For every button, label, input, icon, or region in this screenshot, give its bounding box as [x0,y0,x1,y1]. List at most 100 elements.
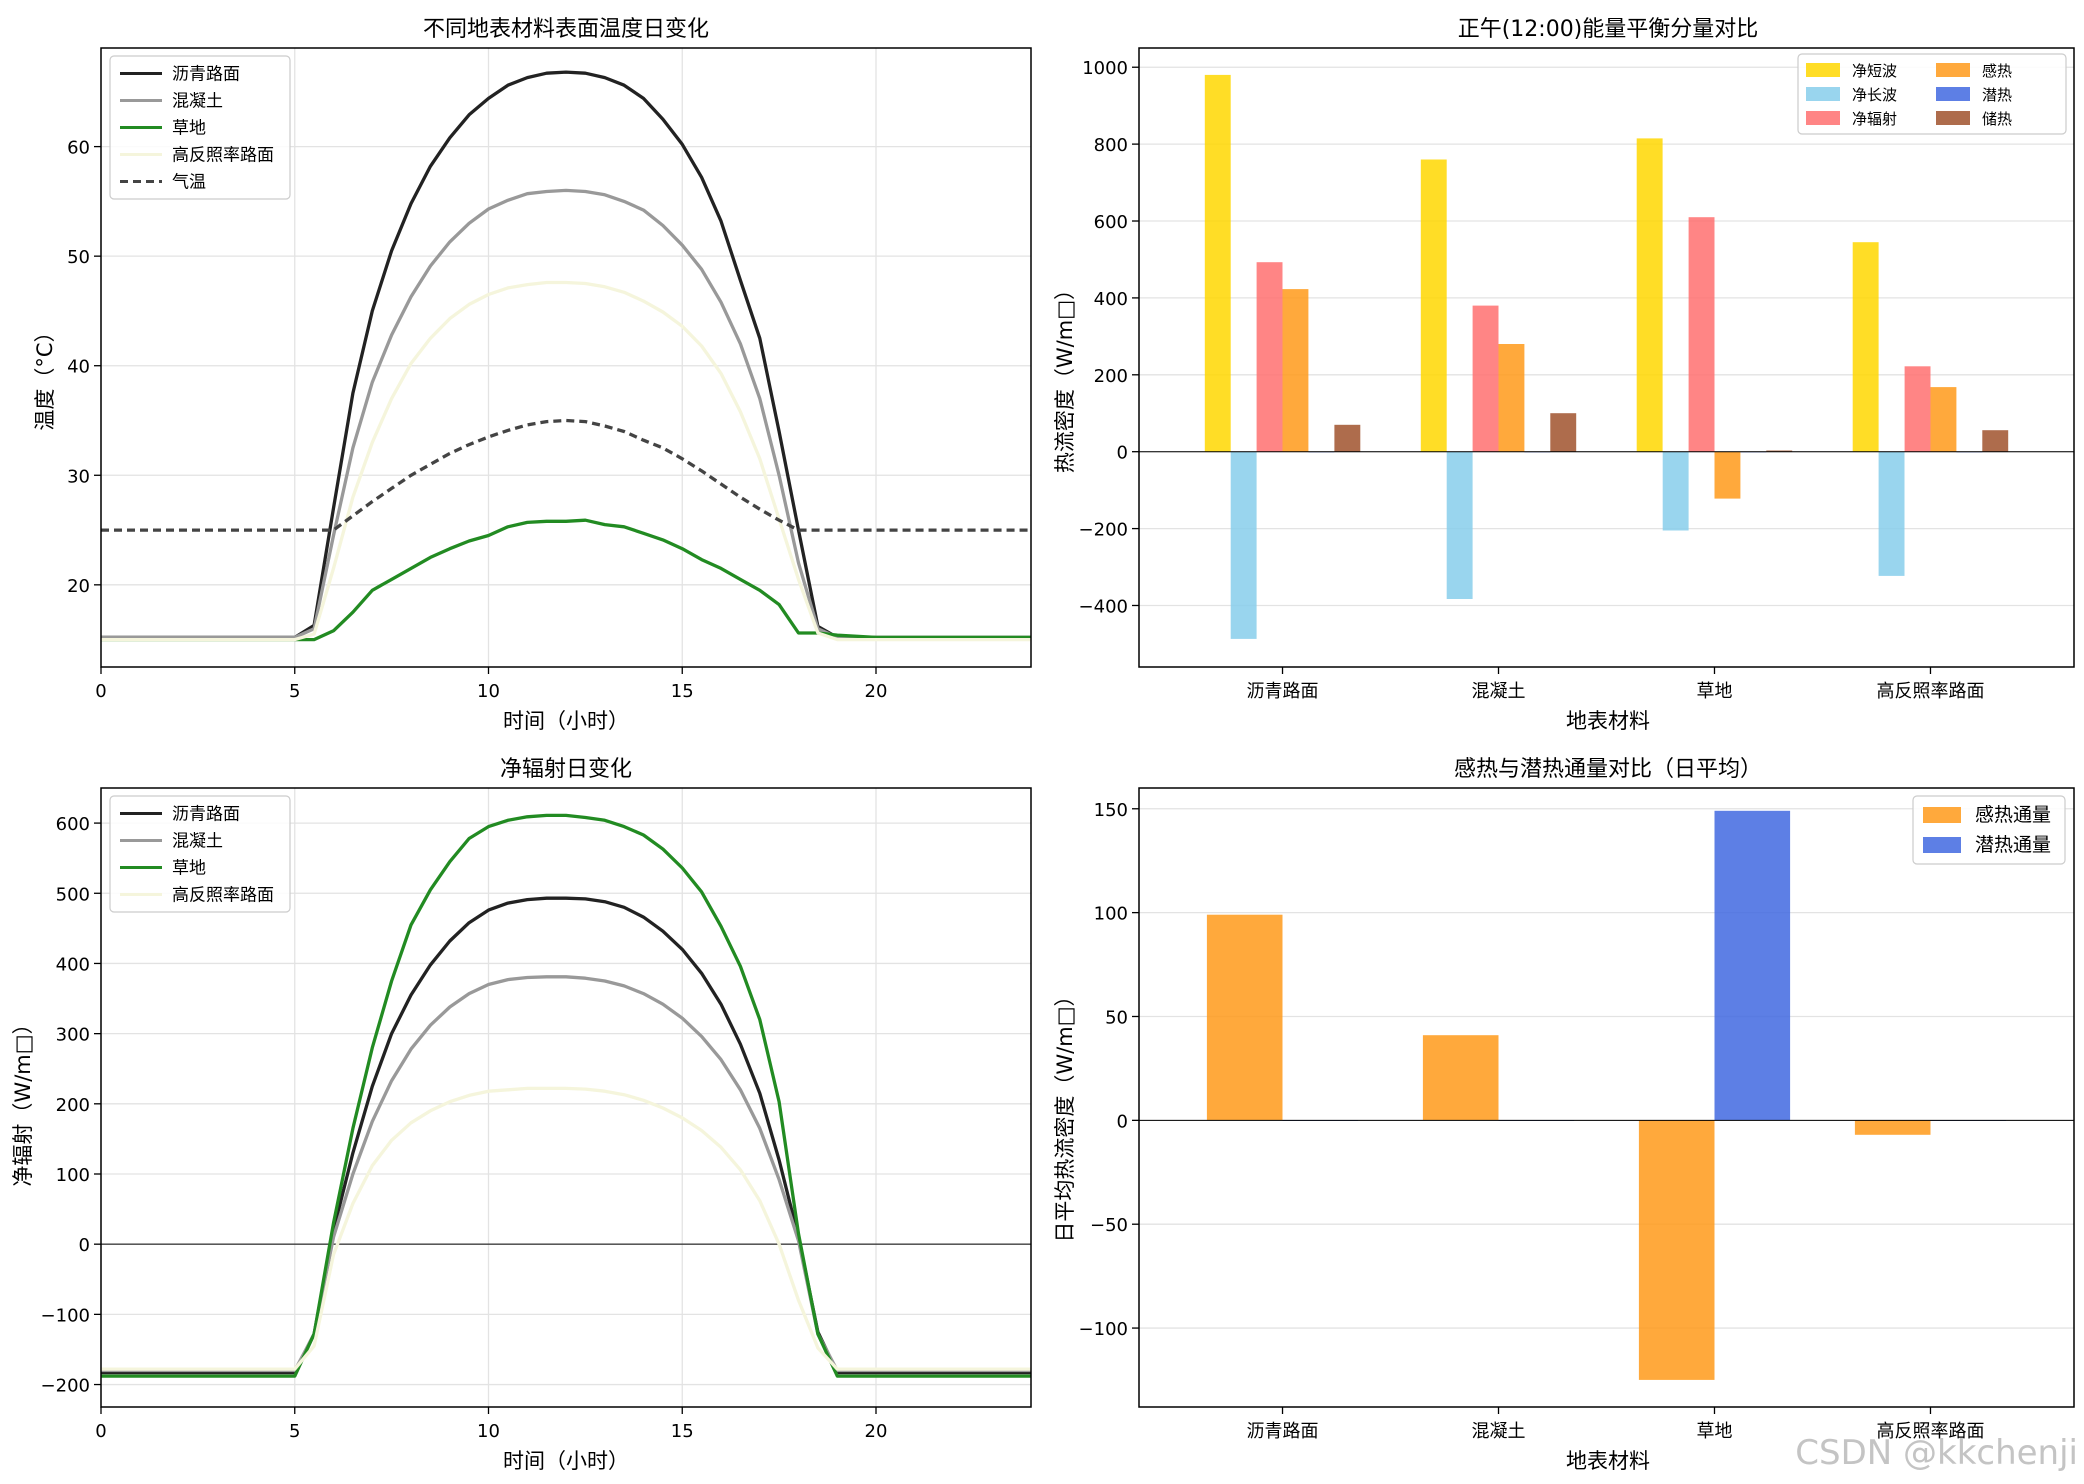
y-tick-label: 100 [56,1165,90,1186]
bar [1204,74,1231,452]
bar [1498,344,1525,452]
bar [1206,914,1283,1121]
y-tick-label: 50 [67,247,90,268]
y-tick-label: −50 [1090,1215,1128,1236]
x-tick-label: 沥青路面 [1247,681,1319,702]
y-tick-label: 30 [67,466,90,487]
x-tick-label: 20 [865,1421,888,1442]
y-tick-label: −200 [41,1376,90,1397]
bar [1854,1120,1931,1135]
chart-title: 净辐射日变化 [500,757,632,782]
y-tick-label: 300 [56,1025,90,1046]
y-tick-label: 60 [67,138,90,159]
legend-label: 沥青路面 [172,805,240,825]
y-tick-label: −100 [41,1305,90,1326]
y-tick-label: 1000 [1082,58,1128,79]
bar [1422,1035,1499,1121]
legend-label: 潜热 [1982,86,2012,104]
y-tick-label: 100 [1094,904,1128,925]
series-line [101,188,1031,640]
legend-box [1797,53,2067,135]
x-tick-label: 5 [289,681,300,702]
y-tick-label: −400 [1079,596,1128,617]
legend-label: 混凝土 [172,832,223,852]
x-tick-label: 草地 [1696,1421,1732,1442]
x-tick-label: 5 [289,1421,300,1442]
legend-swatch [1806,87,1840,101]
legend-label: 草地 [172,119,206,139]
series-line [101,70,1031,640]
series-line [101,975,1031,1373]
y-tick-label: 20 [67,576,90,597]
legend-swatch [1936,87,1970,101]
bar [1714,810,1791,1121]
y-tick-label: 50 [1105,1007,1128,1028]
y-tick-label: 600 [1094,212,1128,233]
bar [1766,450,1793,452]
bar [1852,242,1879,452]
y-tick-label: 400 [1094,289,1128,310]
bar [1282,289,1309,452]
series-line [101,418,1031,532]
x-tick-label: 10 [477,1421,500,1442]
x-axis-label: 地表材料 [1566,709,1650,733]
panel-noon-energy-balance: −400 −200 0 200 400 600 800 1000 沥青路面 混凝土 草地 高反照率路面… [1053,17,2075,733]
plot-frame [1138,47,2075,668]
legend-label: 沥青路面 [172,65,240,85]
x-tick-label: 0 [95,1421,106,1442]
y-axis-label: 温度（°C） [33,321,57,430]
bar [1230,451,1257,639]
legend-label: 混凝土 [172,92,223,112]
x-tick-label: 草地 [1696,681,1732,702]
bar [1662,451,1689,531]
bar [1904,366,1931,452]
y-tick-label: 0 [1117,443,1128,464]
x-tick-label: 20 [865,681,888,702]
legend-swatch [1936,63,1970,77]
legend-swatch [1936,111,1970,125]
legend-label: 感热通量 [1975,804,2051,826]
x-tick-label: 15 [671,681,694,702]
bar [1714,451,1741,499]
legend-label: 感热 [1982,62,2012,80]
legend-label: 潜热通量 [1975,834,2051,856]
legend-swatch [1806,63,1840,77]
y-tick-label: 400 [56,954,90,975]
legend-label: 高反照率路面 [172,886,274,906]
x-tick-label: 0 [95,681,106,702]
y-tick-label: 200 [56,1095,90,1116]
plot-frame [100,47,1032,668]
legend-label: 草地 [172,859,206,879]
y-axis-label: 日平均热流密度（W/m□） [1053,985,1077,1242]
y-axis-label: 净辐射（W/m□） [11,1013,35,1186]
bar [1930,387,1957,452]
series-line [101,518,1031,642]
y-tick-label: 200 [1094,366,1128,387]
plot-frame [1138,787,2075,1408]
legend-label: 净长波 [1852,86,1897,104]
y-tick-label: 800 [1094,135,1128,156]
bar [1334,424,1361,452]
legend-label: 净辐射 [1852,110,1897,128]
legend-swatch [1806,111,1840,125]
legend-box [109,795,291,913]
legend-label: 气温 [172,173,206,193]
legend-label: 储热 [1982,110,2012,128]
x-tick-label: 沥青路面 [1247,1421,1319,1442]
y-tick-label: 0 [1117,1111,1128,1132]
legend-label: 净短波 [1852,62,1897,80]
y-tick-label: 600 [56,814,90,835]
panel-net-radiation: −200 −100 0 100 200 300 400 500 600 0 5 10 15 20 沥青路面混… [11,757,1032,1473]
bar [1636,138,1663,452]
x-axis-label: 时间（小时） [503,1449,629,1473]
bar [1638,1120,1715,1380]
legend-label: 高反照率路面 [172,146,274,166]
series-line [101,813,1031,1378]
y-tick-label: 40 [67,357,90,378]
legend-swatch [1923,807,1961,823]
watermark: CSDN @kkchenji [1795,1433,2078,1473]
legend-box [109,55,291,200]
series-line [101,280,1031,642]
